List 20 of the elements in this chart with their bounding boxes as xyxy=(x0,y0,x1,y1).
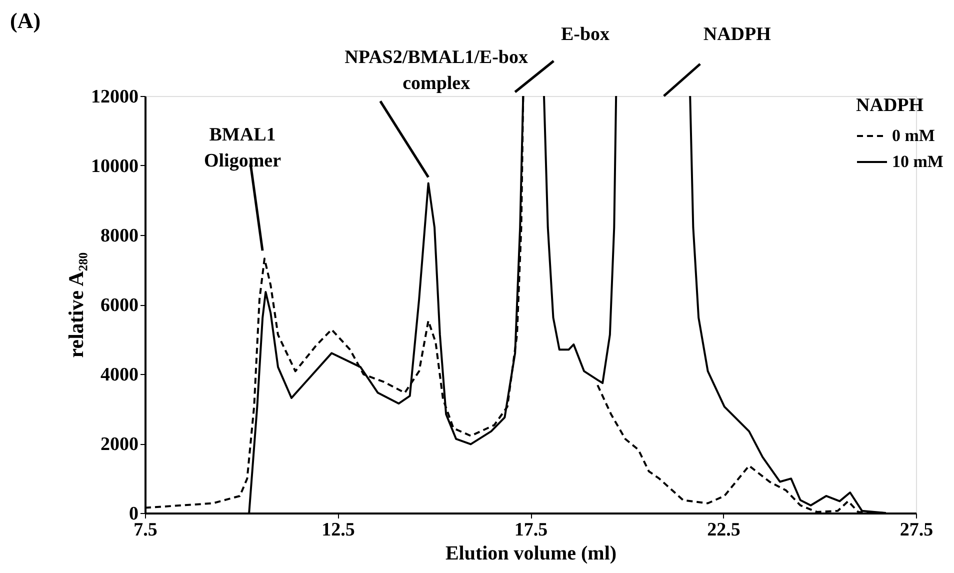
y-tick-label: 4000 xyxy=(100,364,138,386)
x-tick-label: 17.5 xyxy=(514,520,548,540)
legend-label: 0 mM xyxy=(892,126,935,145)
y-tick-label: 2000 xyxy=(100,434,138,455)
y-tick-label: 10000 xyxy=(91,156,138,177)
x-tick-label: 27.5 xyxy=(900,520,934,540)
x-tick-label: 22.5 xyxy=(707,520,740,540)
legend-title: NADPH xyxy=(856,95,924,116)
annotation: BMAL1 Oligomer xyxy=(204,124,282,172)
y-tick-label: 6000 xyxy=(100,295,138,316)
legend-label: 10 mM xyxy=(892,152,944,171)
text: NADPH xyxy=(703,24,772,45)
x-tick-label: 12.5 xyxy=(322,520,355,540)
text: (A) xyxy=(10,8,41,33)
y-axis-title: relative A₂₈₀ xyxy=(64,252,88,358)
text: E-box xyxy=(560,24,610,45)
y-tick-label: 12000 xyxy=(91,86,138,108)
annotation: NPAS2/BMAL1/E-box complex xyxy=(344,47,528,94)
y-tick-label: 8000 xyxy=(100,226,138,246)
x-axis-title: Elution volume (ml) xyxy=(445,542,617,564)
